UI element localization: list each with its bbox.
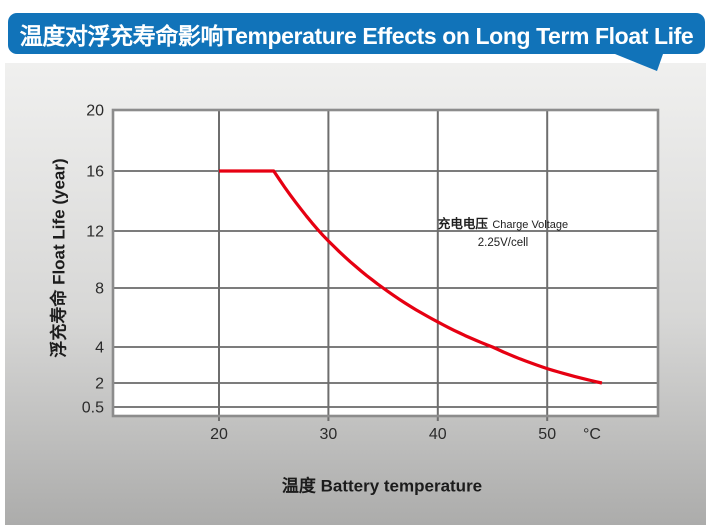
- title-banner: 温度对浮充寿命影响Temperature Effects on Long Ter…: [8, 13, 705, 54]
- annotation-line1: 充电电压 Charge Voltage: [438, 212, 568, 235]
- x-axis-title: 温度 Battery temperature: [281, 476, 483, 496]
- charge-voltage-annotation: 充电电压 Charge Voltage 2.25V/cell: [438, 212, 568, 252]
- y-axis-title: 浮充寿命 Float Life (year): [49, 158, 69, 358]
- annotation-en-label: Charge Voltage: [492, 219, 569, 231]
- annotation-value: 2.25V/cell: [477, 237, 529, 250]
- chart-panel: [5, 63, 706, 525]
- annotation-cn-label: 充电电压: [437, 217, 488, 231]
- page-title: 温度对浮充寿命影响Temperature Effects on Long Ter…: [19, 22, 694, 49]
